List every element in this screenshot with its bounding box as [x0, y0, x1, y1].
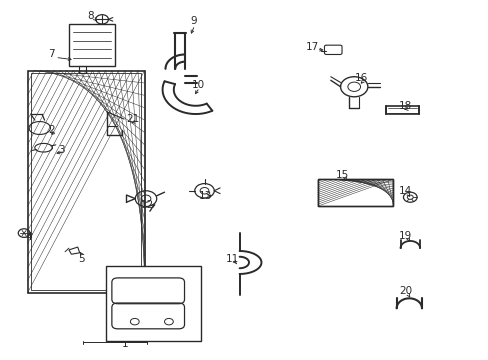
Text: 8: 8	[87, 11, 94, 21]
Text: 2: 2	[48, 125, 55, 135]
Text: 9: 9	[190, 17, 196, 27]
Text: 21: 21	[126, 114, 140, 124]
Text: 4: 4	[25, 232, 32, 242]
Text: 15: 15	[335, 170, 348, 180]
Text: 18: 18	[398, 102, 411, 112]
Text: 11: 11	[225, 254, 239, 264]
Text: 6: 6	[146, 302, 152, 312]
Text: 5: 5	[78, 254, 84, 264]
Text: 17: 17	[305, 42, 319, 52]
Text: 20: 20	[398, 286, 411, 296]
Text: 1: 1	[122, 339, 128, 349]
Bar	[105, 266, 200, 341]
Text: 3: 3	[58, 144, 65, 154]
Text: 13: 13	[199, 191, 212, 201]
Bar	[31, 73, 141, 290]
Text: 7: 7	[48, 49, 55, 59]
Bar	[69, 24, 115, 66]
Bar	[317, 179, 392, 206]
Text: 12: 12	[140, 200, 153, 210]
Text: 16: 16	[354, 73, 367, 83]
Bar	[317, 179, 392, 206]
Text: 19: 19	[398, 231, 411, 240]
Bar	[27, 71, 144, 293]
Text: 10: 10	[191, 80, 204, 90]
Bar	[79, 66, 86, 73]
Text: 14: 14	[398, 186, 411, 196]
